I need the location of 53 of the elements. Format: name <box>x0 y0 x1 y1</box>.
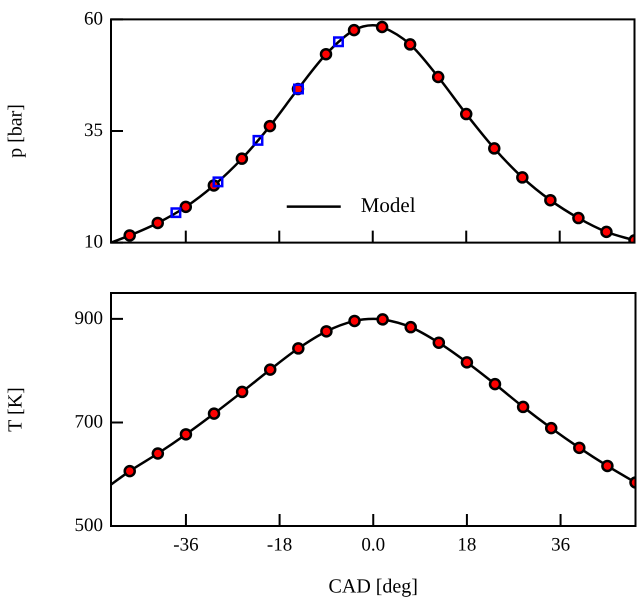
x-tick-label: 0.0 <box>361 534 386 556</box>
point <box>292 342 305 355</box>
point <box>376 313 389 326</box>
point <box>544 194 557 206</box>
point <box>320 48 332 60</box>
point <box>236 152 248 165</box>
point <box>236 386 248 398</box>
point <box>516 400 530 414</box>
point <box>252 134 264 146</box>
point <box>212 176 224 188</box>
point <box>572 212 585 224</box>
point <box>488 142 501 155</box>
point <box>152 447 164 460</box>
x-tick-label: -18 <box>266 534 292 556</box>
point <box>332 36 344 48</box>
point <box>264 363 276 376</box>
point <box>573 442 586 454</box>
point <box>264 120 276 132</box>
x-tick-label: 36 <box>551 534 570 556</box>
y-tick-label: 60 <box>84 8 103 30</box>
point <box>348 314 361 328</box>
point <box>601 460 614 472</box>
x-axis-title: CAD [deg] <box>328 575 418 598</box>
point <box>123 464 136 478</box>
point <box>544 422 558 434</box>
point <box>488 378 502 390</box>
point <box>151 216 164 230</box>
point <box>460 356 474 369</box>
point <box>180 200 192 214</box>
y-axis-title: p [bar] <box>4 104 26 158</box>
point <box>600 226 613 238</box>
point <box>404 320 417 334</box>
point <box>123 229 136 242</box>
y-tick-label: 35 <box>84 120 103 141</box>
point <box>432 70 444 84</box>
point <box>348 24 360 36</box>
point <box>460 108 472 120</box>
y-tick-label: 10 <box>84 232 103 253</box>
point <box>208 407 220 420</box>
point <box>404 38 416 51</box>
y-tick-label: 500 <box>74 514 103 536</box>
point <box>516 171 529 184</box>
y-tick-label: 700 <box>74 411 103 432</box>
x-tick-label: 18 <box>457 534 476 556</box>
point <box>170 207 182 218</box>
y-tick-label: 900 <box>74 308 103 329</box>
point <box>320 325 333 338</box>
legend-label: Model <box>360 193 416 218</box>
point <box>180 428 192 441</box>
x-tick-label: -36 <box>173 534 199 556</box>
y-axis-title: T [K] <box>4 387 26 432</box>
point <box>376 20 388 34</box>
point <box>432 336 446 349</box>
